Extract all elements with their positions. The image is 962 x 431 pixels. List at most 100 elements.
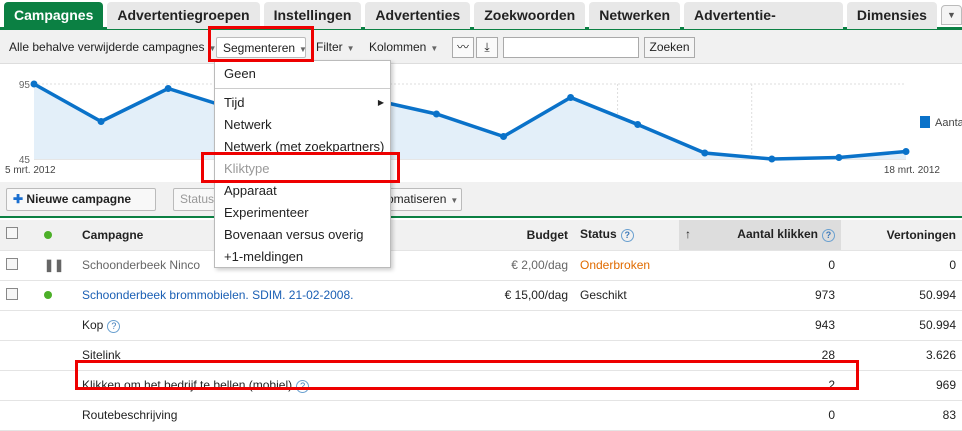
checkbox-cell bbox=[0, 280, 38, 311]
menu-item-geen[interactable]: Geen bbox=[224, 66, 256, 81]
tab-advertentiegroepen[interactable]: Advertentiegroepen bbox=[107, 2, 260, 29]
status-icon-cell bbox=[38, 340, 76, 371]
filter-view-label: Alle behalve verwijderde campagnes bbox=[9, 40, 205, 54]
checkbox-cell bbox=[0, 340, 38, 371]
status-icon-cell bbox=[38, 280, 76, 311]
columns-label: Kolommen bbox=[369, 40, 427, 54]
sort-up-icon: ↑ bbox=[685, 227, 691, 242]
clicks-cell: 2 bbox=[679, 370, 841, 401]
col-budget[interactable]: Budget bbox=[476, 220, 574, 251]
budget-cell: € 15,00/dag bbox=[476, 280, 574, 311]
clicks-cell: 973 bbox=[679, 280, 841, 311]
data-point bbox=[835, 154, 843, 161]
impressions-cell: 3.626 bbox=[841, 340, 962, 371]
campaign-name: Kop bbox=[82, 317, 104, 332]
campaign-cell: Sitelink bbox=[76, 340, 476, 371]
filter-view-dropdown[interactable]: Alle behalve verwijderde campagnes ▼ bbox=[9, 40, 216, 54]
tab-campagnes[interactable]: Campagnes bbox=[4, 2, 104, 29]
help-icon[interactable]: ? bbox=[620, 229, 634, 243]
segment-button[interactable]: Segmenteren ▼ bbox=[216, 37, 307, 58]
menu-item-apparaat[interactable]: Apparaat bbox=[224, 183, 277, 198]
budget-cell: € 2,00/dag bbox=[476, 250, 574, 281]
tab-advertenties[interactable]: Advertenties bbox=[365, 2, 471, 29]
table-row: Schoonderbeek brommobielen. SDIM. 21-02-… bbox=[0, 280, 962, 311]
search-button[interactable]: Zoeken bbox=[644, 37, 695, 58]
plus-icon: ✚ bbox=[13, 192, 24, 206]
menu-item-bovenaan[interactable]: Bovenaan versus overig bbox=[224, 227, 364, 242]
status-button[interactable]: Status bbox=[173, 188, 218, 211]
menu-divider bbox=[215, 88, 390, 89]
status-icon-cell: ❚❚ bbox=[38, 250, 76, 281]
search-input[interactable] bbox=[503, 37, 639, 58]
automate-button[interactable]: omatiseren ▼ bbox=[380, 188, 462, 211]
impressions-cell: 83 bbox=[841, 400, 962, 431]
menu-item-netwerk-zoekpartners[interactable]: Netwerk (met zoekpartners) bbox=[224, 139, 385, 154]
table-row: Sitelink 28 3.626 bbox=[0, 340, 962, 371]
tab-zoekwoorden[interactable]: Zoekwoorden bbox=[474, 2, 586, 29]
filter-label: Filter bbox=[316, 40, 343, 54]
campaign-cell[interactable]: Schoonderbeek brommobielen. SDIM. 21-02-… bbox=[76, 280, 476, 311]
help-icon[interactable]: ? bbox=[822, 229, 835, 243]
legend-swatch bbox=[920, 116, 930, 128]
campaign-cell: Kop? bbox=[76, 310, 476, 341]
table-row: Kop? 943 50.994 bbox=[0, 310, 962, 341]
data-point bbox=[701, 149, 709, 157]
series-area bbox=[34, 84, 906, 159]
help-icon[interactable]: ? bbox=[107, 319, 121, 333]
clicks-cell: 0 bbox=[679, 250, 841, 281]
impressions-cell: 969 bbox=[841, 370, 962, 401]
campaign-name: Sitelink bbox=[82, 348, 121, 362]
legend-label: Aanta bbox=[935, 117, 962, 129]
clicks-cell: 0 bbox=[679, 400, 841, 431]
new-campaign-button[interactable]: ✚ Nieuwe campagne bbox=[6, 188, 156, 211]
data-point bbox=[164, 85, 172, 92]
segment-label: Segmenteren bbox=[223, 41, 296, 55]
pause-icon[interactable]: ❚❚ bbox=[44, 258, 65, 272]
segment-menu: Geen Tijd ▶ Netwerk Netwerk (met zoekpart… bbox=[214, 60, 391, 268]
budget-cell bbox=[476, 340, 574, 371]
col-status[interactable]: Status? bbox=[574, 220, 679, 251]
menu-item-kliktype[interactable]: Kliktype bbox=[224, 161, 270, 176]
budget-cell bbox=[476, 370, 574, 401]
status-icon-cell bbox=[38, 400, 76, 431]
select-all-checkbox[interactable] bbox=[6, 227, 18, 240]
columns-button[interactable]: Kolommen ▼ bbox=[369, 40, 438, 54]
tab-netwerken[interactable]: Netwerken bbox=[589, 2, 681, 29]
row-checkbox[interactable] bbox=[6, 287, 18, 300]
download-icon[interactable]: ⤓ bbox=[476, 37, 498, 58]
filter-button[interactable]: Filter ▼ bbox=[316, 40, 355, 54]
menu-item-plus1[interactable]: +1-meldingen bbox=[224, 249, 304, 264]
checkbox-cell bbox=[0, 310, 38, 341]
performance-chart: 95 455 mrt. 2012 18 mrt. 2012 Aanta bbox=[5, 80, 962, 176]
caret-icon: ▼ bbox=[208, 44, 217, 53]
table-header: Campagne Budget Status? ↑ Aantal klikken?… bbox=[0, 220, 962, 251]
data-point bbox=[97, 118, 105, 125]
table-row: ❚❚ Schoonderbeek Ninco € 2,00/dag Onderb… bbox=[0, 250, 962, 281]
toolbar: Alle behalve verwijderde campagnes ▼ Segm… bbox=[0, 30, 962, 64]
col-impressions[interactable]: Vertoningen bbox=[841, 220, 962, 251]
new-campaign-label: Nieuwe campagne bbox=[26, 192, 132, 206]
campaign-name[interactable]: Schoonderbeek Ninco bbox=[82, 258, 201, 272]
tab-advertentie-extensies[interactable]: Advertentie-extensies bbox=[684, 2, 843, 50]
caret-icon: ▼ bbox=[450, 196, 459, 205]
y-tick-label: 45 bbox=[19, 155, 31, 166]
campaign-name[interactable]: Schoonderbeek brommobielen. SDIM. 21-02-… bbox=[82, 288, 354, 302]
menu-item-tijd[interactable]: Tijd ▶ bbox=[215, 92, 390, 114]
chart-toggle-icon[interactable]: 〰 bbox=[452, 37, 474, 58]
menu-item-experimenteer[interactable]: Experimenteer bbox=[224, 205, 309, 220]
help-icon[interactable]: ? bbox=[296, 379, 310, 393]
data-point bbox=[30, 80, 38, 88]
checkbox-cell bbox=[0, 400, 38, 431]
more-tabs-chevron-icon[interactable]: ▼ bbox=[940, 5, 962, 25]
budget-cell bbox=[476, 400, 574, 431]
tab-instellingen[interactable]: Instellingen bbox=[263, 2, 362, 29]
tab-bar: Campagnes Advertentiegroepen Instellinge… bbox=[0, 0, 962, 50]
status-header-label: Status bbox=[580, 227, 617, 242]
caret-icon: ▼ bbox=[430, 44, 439, 53]
col-clicks[interactable]: ↑ Aantal klikken? bbox=[679, 220, 841, 251]
active-dot-icon[interactable] bbox=[44, 291, 52, 299]
row-checkbox[interactable] bbox=[6, 257, 18, 270]
menu-item-netwerk[interactable]: Netwerk bbox=[224, 117, 272, 132]
tab-dimensies[interactable]: Dimensies bbox=[846, 2, 937, 29]
status-cell: Geschikt bbox=[574, 280, 679, 311]
